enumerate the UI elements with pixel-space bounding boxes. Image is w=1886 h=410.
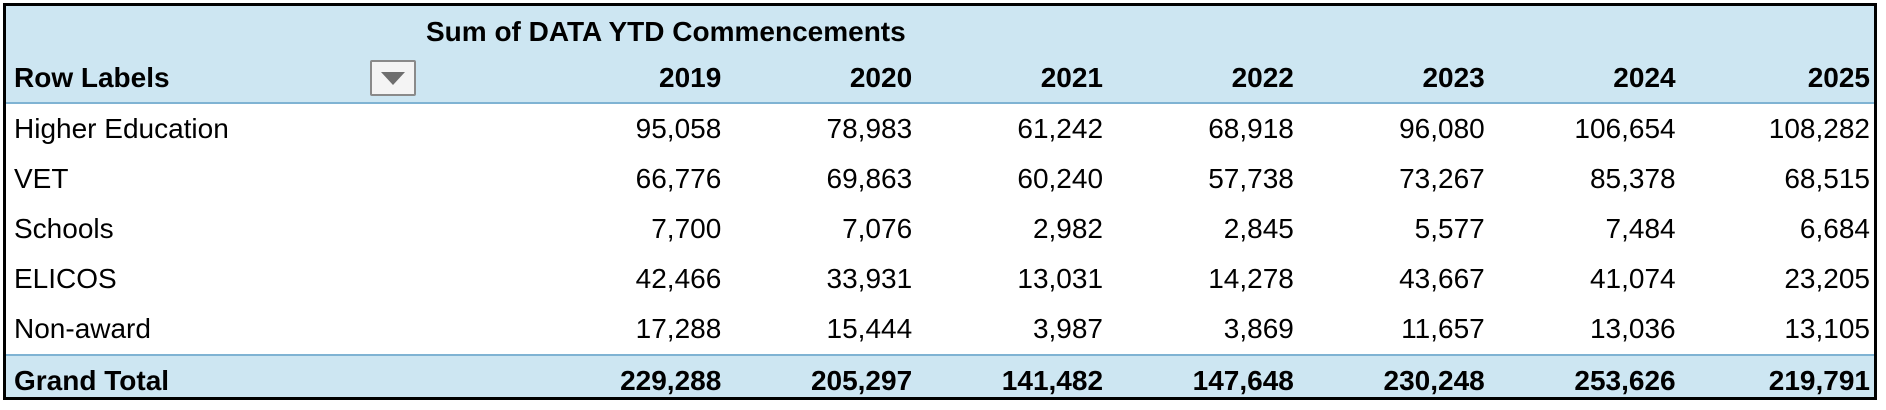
value-cell[interactable]: 2,982	[1032, 213, 1104, 244]
value-cell[interactable]: 15,444	[826, 313, 913, 344]
value-cell[interactable]: 17,288	[635, 313, 722, 344]
value-cell[interactable]: 85,378	[1589, 163, 1676, 194]
table-row[interactable]: Non-award 17,288 15,444 3,987 3,869 11,657 13,…	[6, 304, 1874, 355]
pivot-table-frame: Sum of DATA YTD Commencements Row Labels…	[3, 3, 1877, 400]
row-label[interactable]: Schools	[14, 213, 114, 244]
year-header[interactable]: 2019	[540, 54, 732, 104]
value-cell[interactable]: 106,654	[1574, 113, 1676, 144]
grand-total-value[interactable]: 219,791	[1685, 354, 1874, 397]
row-label[interactable]: Higher Education	[14, 113, 229, 144]
value-cell[interactable]: 6,684	[1799, 213, 1870, 244]
year-header[interactable]: 2021	[922, 54, 1114, 104]
value-cell[interactable]: 66,776	[635, 163, 722, 194]
row-labels-filter-button[interactable]	[370, 60, 416, 96]
row-label[interactable]: VET	[14, 163, 69, 194]
grand-total-value[interactable]: 205,297	[731, 354, 923, 397]
value-cell[interactable]: 7,484	[1605, 213, 1676, 244]
grand-total-value[interactable]: 147,648	[1113, 354, 1304, 397]
year-header[interactable]: 2020	[731, 54, 923, 104]
grand-total-value[interactable]: 230,248	[1303, 354, 1495, 397]
row-label[interactable]: Non-award	[14, 313, 151, 344]
grand-total-value[interactable]: 141,482	[922, 354, 1114, 397]
value-cell[interactable]: 78,983	[826, 113, 913, 144]
value-cell[interactable]: 95,058	[635, 113, 722, 144]
row-labels-header[interactable]: Row Labels	[6, 54, 541, 104]
year-header[interactable]: 2023	[1303, 54, 1495, 104]
value-cell[interactable]: 33,931	[826, 263, 913, 294]
value-cell[interactable]: 5,577	[1414, 213, 1485, 244]
year-header[interactable]: 2024	[1494, 54, 1686, 104]
measure-header-cell: Sum of DATA YTD Commencements	[6, 6, 1874, 54]
grand-total-value[interactable]: 229,288	[540, 354, 732, 397]
year-header[interactable]: 2025	[1685, 54, 1874, 104]
year-header[interactable]: 2022	[1113, 54, 1304, 104]
value-cell[interactable]: 3,869	[1223, 313, 1294, 344]
table-row[interactable]: Schools 7,700 7,076 2,982 2,845 5,577 7,484 6,6…	[6, 204, 1874, 254]
value-cell[interactable]: 3,987	[1032, 313, 1104, 344]
value-cell[interactable]: 14,278	[1208, 263, 1294, 294]
table-row[interactable]: VET 66,776 69,863 60,240 57,738 73,267 85,378 6…	[6, 154, 1874, 204]
value-cell[interactable]: 41,074	[1589, 263, 1676, 294]
pivot-table: Sum of DATA YTD Commencements Row Labels…	[6, 6, 1874, 397]
value-cell[interactable]: 7,700	[651, 213, 722, 244]
dropdown-triangle-icon	[381, 71, 405, 85]
table-row[interactable]: Higher Education 95,058 78,983 61,242 68,918…	[6, 103, 1874, 154]
value-cell[interactable]: 2,845	[1223, 213, 1294, 244]
value-cell[interactable]: 13,105	[1784, 313, 1870, 344]
value-cell[interactable]: 68,515	[1784, 163, 1870, 194]
column-header-row: Row Labels 2019 2020 2021 2022 2023 2024…	[6, 54, 1874, 104]
value-cell[interactable]: 73,267	[1399, 163, 1485, 194]
value-cell[interactable]: 7,076	[842, 213, 913, 244]
value-cell[interactable]: 96,080	[1399, 113, 1485, 144]
value-cell[interactable]: 60,240	[1017, 163, 1104, 194]
value-cell[interactable]: 23,205	[1784, 263, 1870, 294]
grand-total-label[interactable]: Grand Total	[6, 354, 541, 397]
measure-title: Sum of DATA YTD Commencements	[426, 16, 906, 47]
value-cell[interactable]: 108,282	[1768, 113, 1870, 144]
measure-header-row: Sum of DATA YTD Commencements	[6, 6, 1874, 54]
row-labels-header-text: Row Labels	[14, 62, 170, 93]
row-label[interactable]: ELICOS	[14, 263, 117, 294]
grand-total-row[interactable]: Grand Total 229,288 205,297 141,482 147,648 2…	[6, 354, 1874, 397]
value-cell[interactable]: 57,738	[1208, 163, 1294, 194]
value-cell[interactable]: 13,031	[1017, 263, 1104, 294]
value-cell[interactable]: 42,466	[635, 263, 722, 294]
table-row[interactable]: ELICOS 42,466 33,931 13,031 14,278 43,667 41,0…	[6, 254, 1874, 304]
value-cell[interactable]: 69,863	[826, 163, 913, 194]
value-cell[interactable]: 43,667	[1399, 263, 1485, 294]
grand-total-value[interactable]: 253,626	[1494, 354, 1686, 397]
value-cell[interactable]: 68,918	[1208, 113, 1294, 144]
value-cell[interactable]: 11,657	[1401, 313, 1485, 344]
value-cell[interactable]: 61,242	[1017, 113, 1104, 144]
value-cell[interactable]: 13,036	[1589, 313, 1676, 344]
